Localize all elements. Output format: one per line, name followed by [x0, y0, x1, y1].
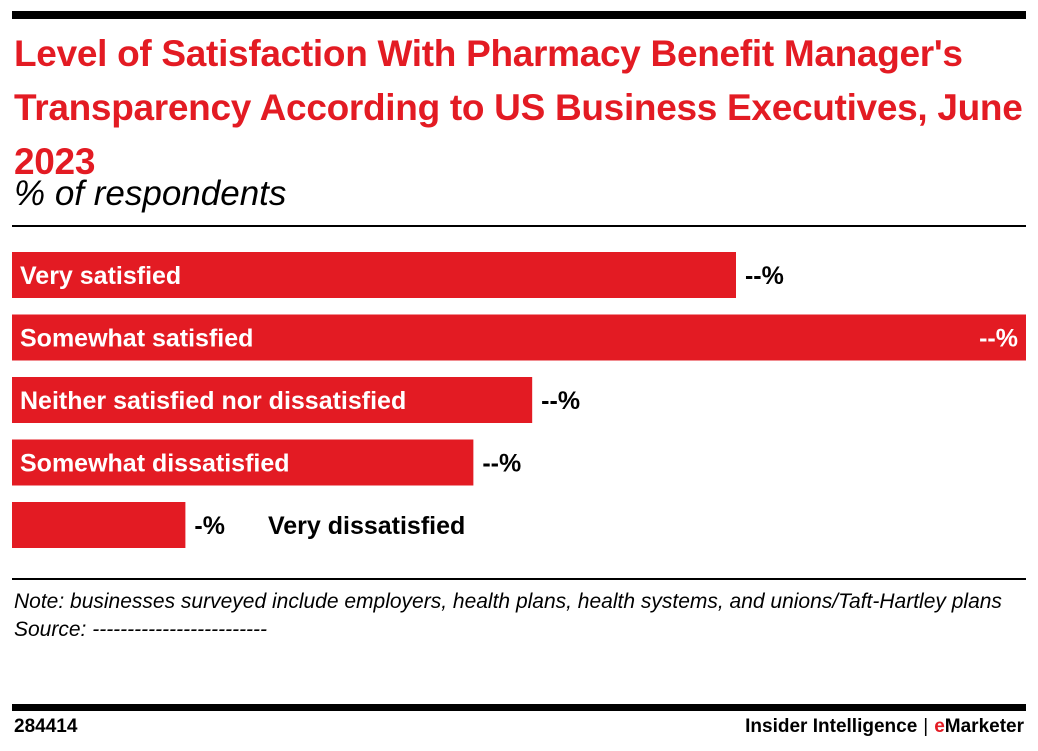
value-label-3: --%: [482, 450, 521, 478]
category-label-1: Somewhat satisfied: [20, 325, 253, 353]
source-text: Source: -------------------------: [14, 618, 268, 641]
brand-e-letter: e: [934, 716, 945, 737]
bar-3: [12, 439, 474, 486]
brand-insider: Insider Intelligence: [745, 716, 918, 737]
value-label-2: --%: [541, 387, 580, 415]
value-label-0: --%: [745, 262, 784, 290]
value-label-4: -%: [194, 512, 225, 540]
brand-credit: Insider Intelligence | eMarketer: [745, 716, 1024, 738]
header-rule: [12, 225, 1026, 227]
bar-1: [12, 314, 1026, 361]
brand-marketer: Marketer: [944, 716, 1024, 737]
bar-0: [12, 252, 736, 298]
bar-2: [12, 377, 533, 423]
category-label-2: Neither satisfied nor dissatisfied: [20, 387, 406, 415]
note-block: Note: businesses surveyed include employ…: [14, 588, 1014, 644]
bar-4: [12, 502, 186, 548]
top-rule: [12, 11, 1026, 19]
note-text: Note: businesses surveyed include employ…: [14, 590, 1002, 613]
category-label-0: Very satisfied: [20, 262, 181, 290]
chart-subtitle: % of respondents: [14, 174, 287, 213]
note-rule: [12, 578, 1026, 580]
bar-chart: --% Very satisfied --% Somewhat satisfied --…: [12, 252, 1026, 548]
bottom-rule: [12, 704, 1026, 711]
category-label-4: Very dissatisfied: [268, 512, 465, 540]
brand-separator: |: [923, 716, 929, 737]
value-label-1: --%: [979, 325, 1018, 353]
chart-id: 284414: [14, 716, 78, 737]
chart-title: Level of Satisfaction With Pharmacy Bene…: [14, 33, 1023, 182]
category-label-3: Somewhat dissatisfied: [20, 450, 290, 478]
